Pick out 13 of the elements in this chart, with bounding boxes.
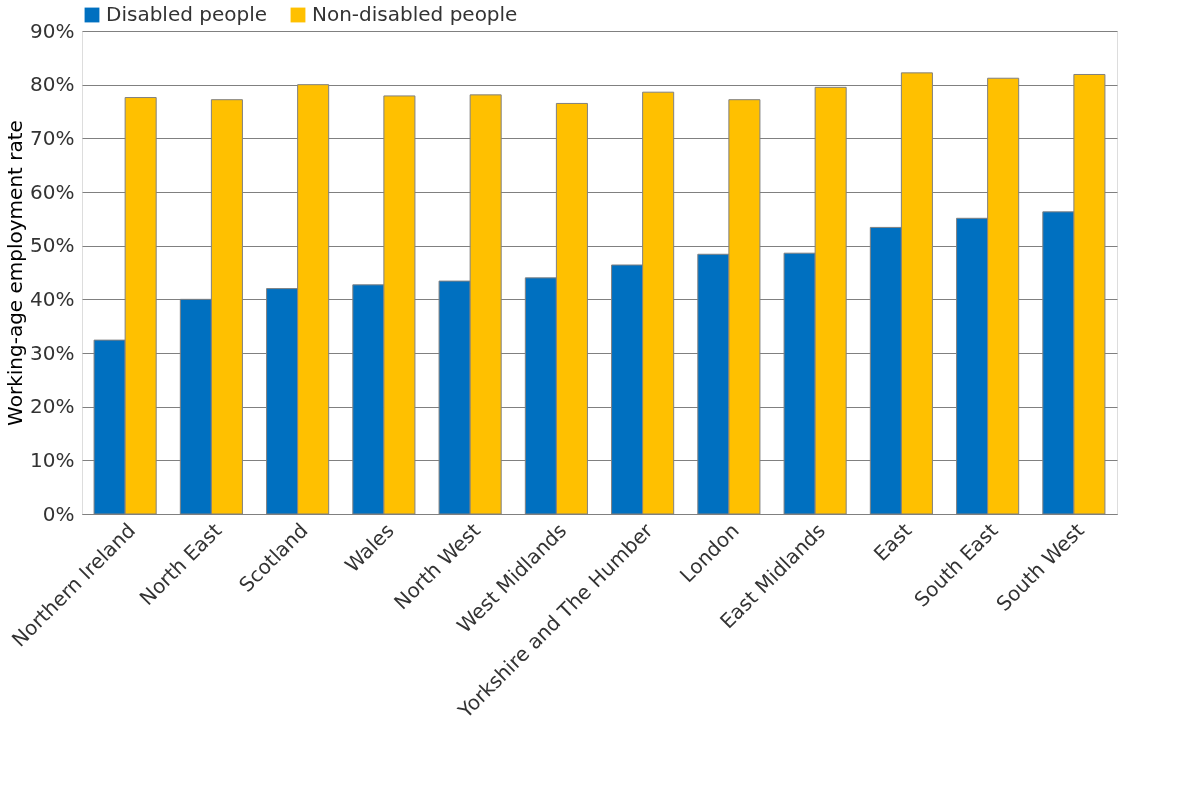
y-tick-label: 80% [30,72,75,97]
legend-label: Non-disabled people [312,2,518,26]
y-tick-label: 20% [30,394,75,419]
y-axis-title: Working-age employment rate [3,120,28,426]
y-tick-label: 0% [42,501,75,526]
y-tick-label: 70% [30,125,75,150]
y-tick-label: 90% [30,18,75,43]
y-tick-label: 50% [30,233,75,258]
y-tick-label: 10% [30,447,75,472]
y-tick-label: 60% [30,179,75,204]
y-tick-label: 40% [30,286,75,311]
legend-label: Disabled people [106,2,268,26]
y-tick-label: 30% [30,340,75,365]
